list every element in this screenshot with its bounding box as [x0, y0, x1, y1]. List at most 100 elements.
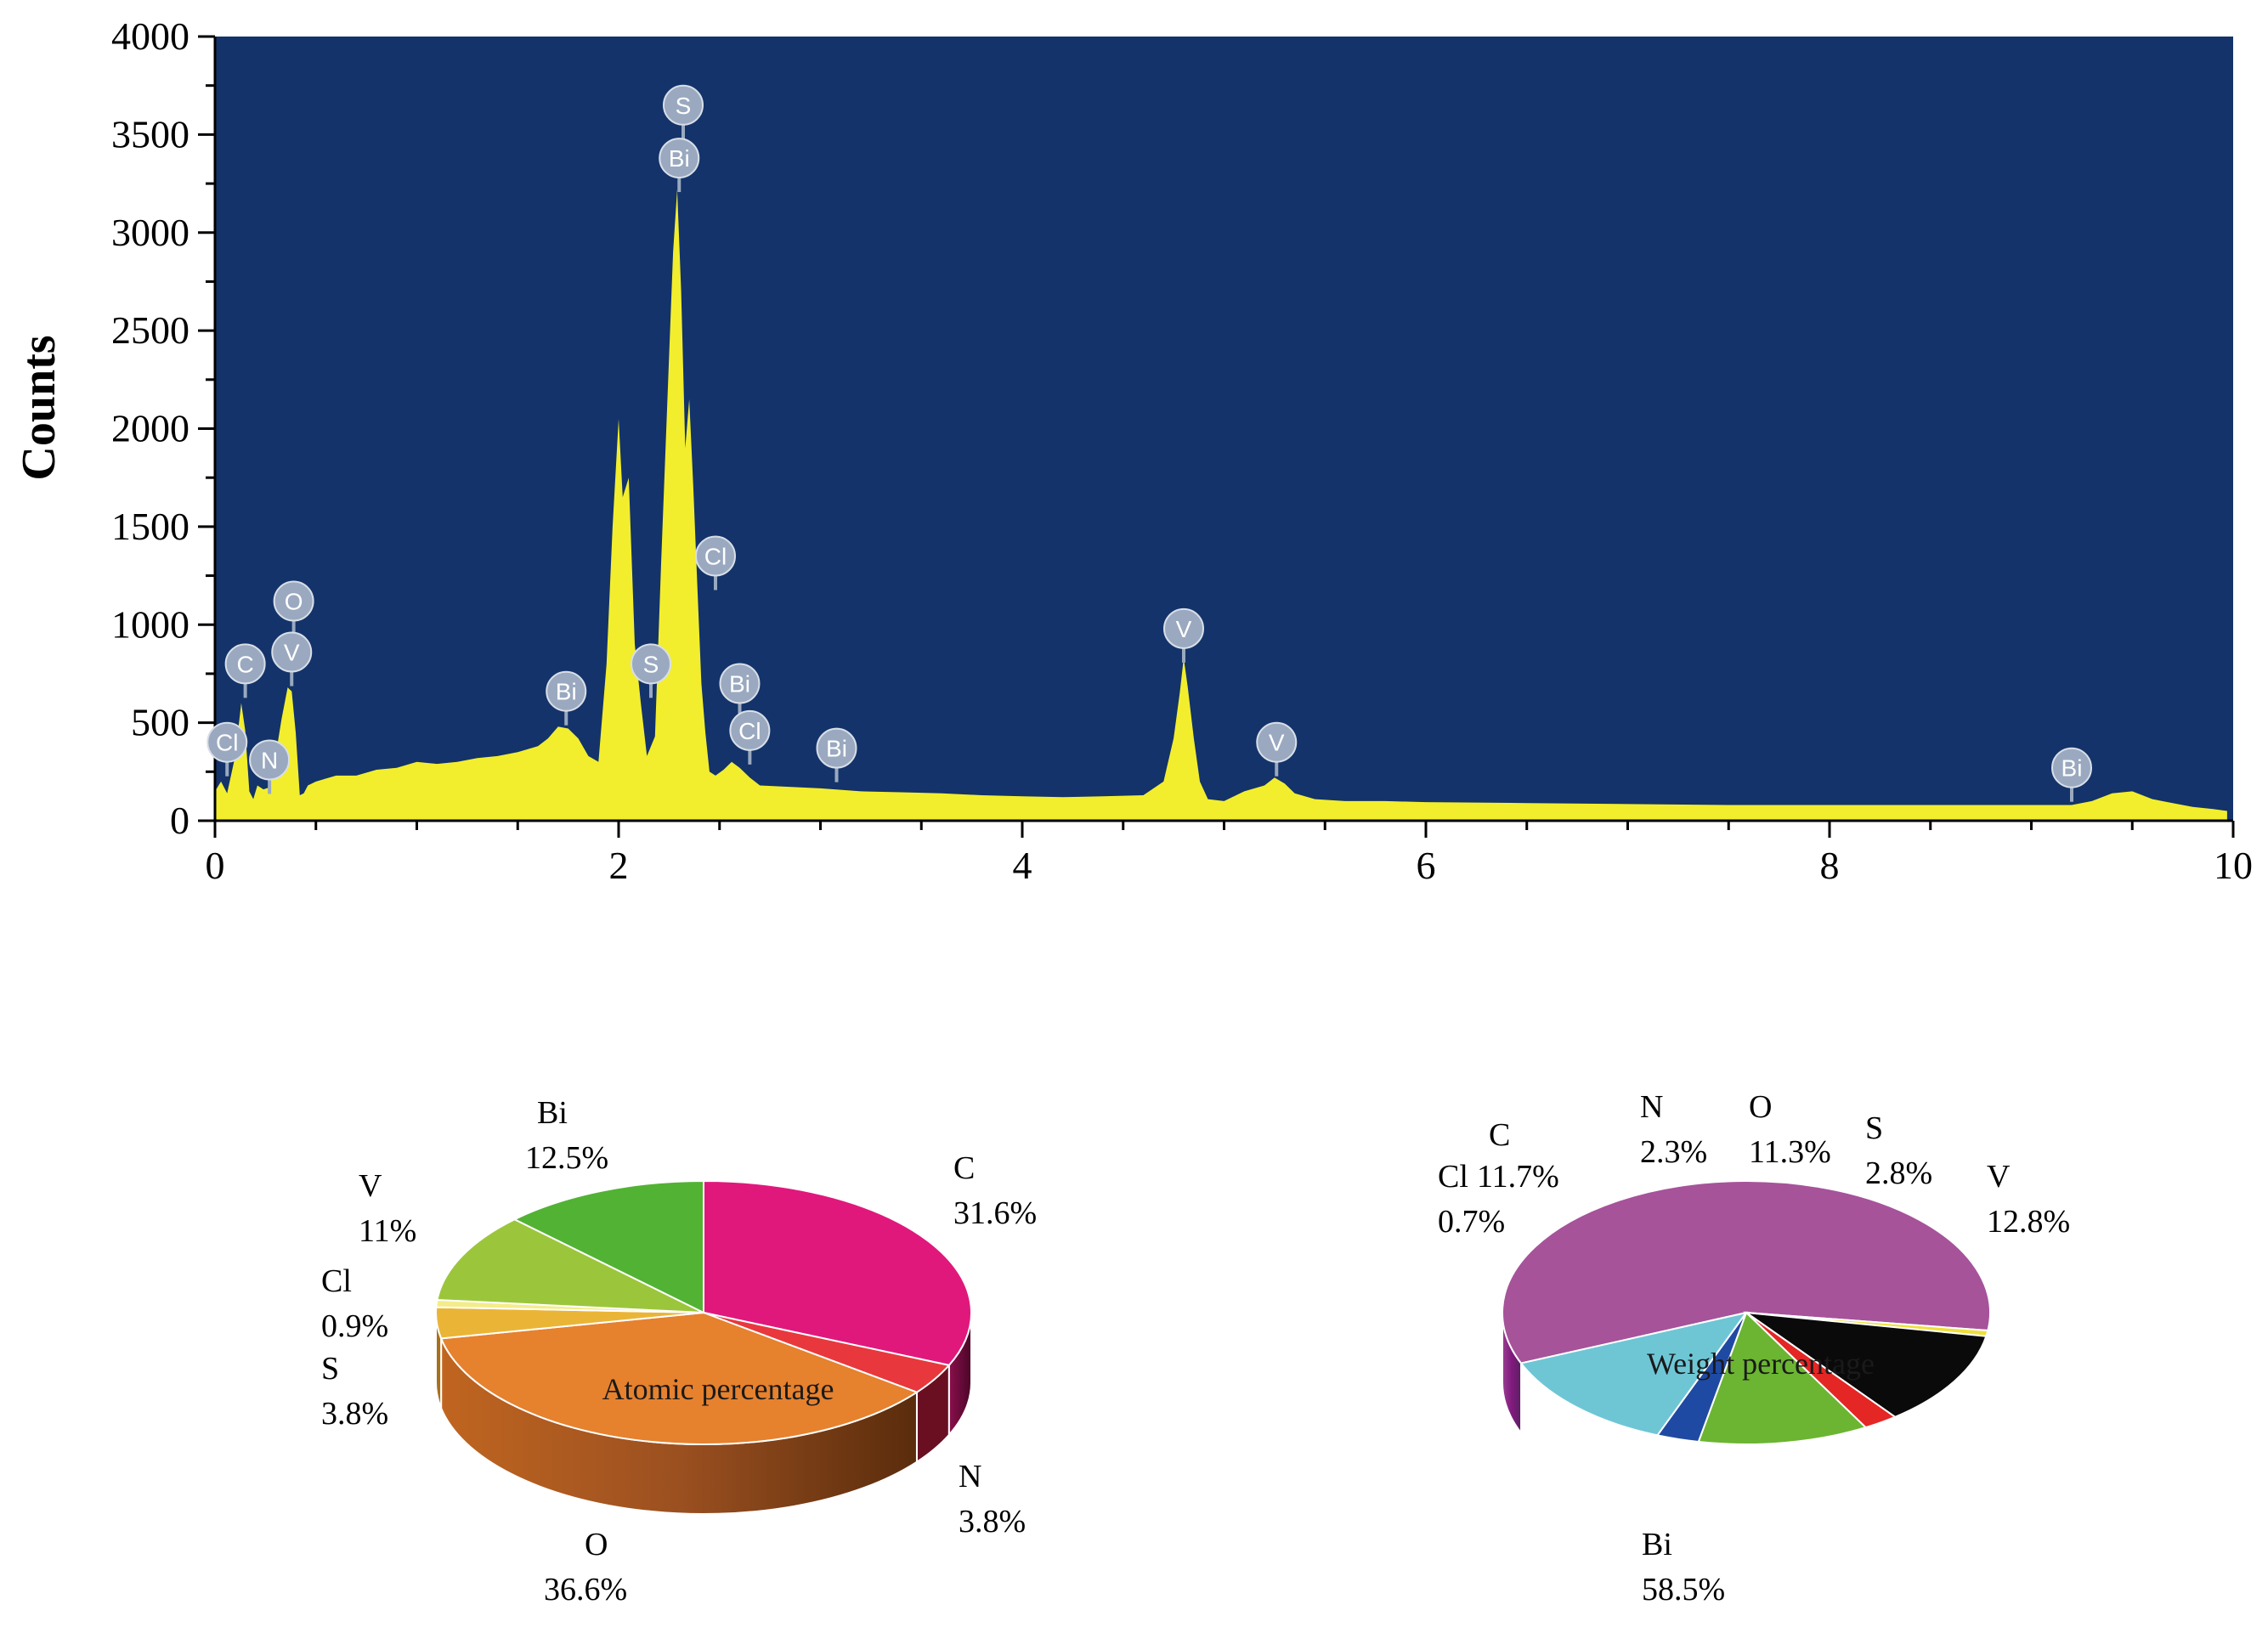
pie-sides [435, 1312, 972, 1515]
peak-label-text: Bi [556, 679, 577, 705]
peak-label-badge [271, 631, 313, 673]
peak-label-badge [659, 138, 700, 179]
peak-label-badge [206, 721, 248, 763]
peak-label-text: Cl [704, 543, 727, 569]
pie-slices [435, 1179, 972, 1445]
pie-value-label: 31.6% [953, 1195, 1037, 1231]
peak-label: Bi [659, 138, 700, 193]
pie-labels: C 31.6% N 3.8% O 36.6% S 3.8% Cl 0.9% V 11% Bi 12.5% [321, 1095, 1037, 1607]
pie-value-label: 11% [359, 1213, 416, 1249]
pie-category-label: V [1987, 1159, 2011, 1195]
eds-spectrum-chart: 0 2 4 6 8 10 0 500 1000 1500 2000 2500 3000 3500 4000… [13, 14, 2253, 887]
y-tick-label: 1000 [111, 602, 189, 646]
weight-percentage-pie: Weight percentage Bi 58.5% Cl 0.7% C 11.7% N 2.3… [1438, 1089, 2070, 1607]
peak-label-text: N [261, 747, 278, 773]
peak-label-text: Bi [2062, 755, 2083, 782]
peak-label-text: Cl [738, 718, 761, 744]
peak-label-badge [2051, 747, 2092, 788]
peak-label-badge [719, 663, 761, 704]
y-axis: 0 500 1000 1500 2000 2500 3000 3500 4000 [111, 14, 217, 842]
peak-label: O [273, 580, 314, 636]
pie-value-label: 12.8% [1987, 1204, 2070, 1240]
peak-label-text: Cl [216, 730, 238, 756]
pie-slice-o [439, 1311, 919, 1445]
pie-slice-o [1697, 1311, 1868, 1445]
peak-label-text: Bi [729, 670, 750, 697]
pie-value-label: 58.5% [1642, 1572, 1725, 1607]
peak-label-badge [224, 643, 266, 685]
pie-category-label: N [959, 1459, 981, 1494]
pie-category-label: Bi [1642, 1527, 1672, 1562]
pie-title: Atomic percentage [602, 1372, 834, 1406]
pie-category-label: Bi [537, 1095, 568, 1131]
pie-value-label: 11.3% [1749, 1134, 1831, 1170]
pie-value-label: 0.7% [1438, 1204, 1505, 1240]
y-axis-label: Counts [13, 335, 65, 480]
pie-slice-bi [512, 1179, 704, 1314]
pie-slices [1502, 1180, 1991, 1445]
pie-slice-c [1743, 1311, 1988, 1418]
x-tick-label: 6 [1417, 844, 1436, 887]
y-tick-label: 2000 [111, 407, 189, 450]
pie-value-label: 12.5% [525, 1140, 608, 1176]
y-tick-label: 3500 [111, 112, 189, 155]
peak-label-badge [663, 84, 704, 126]
peak-label-badge [631, 643, 671, 685]
peak-label-text: C [237, 651, 254, 677]
atomic-percentage-pie: Atomic percentageC31.6%N3.8%O36.6%S3.8%C… [321, 1095, 1037, 1607]
peak-label-text: S [643, 651, 659, 677]
pie-value-label: 36.6% [544, 1572, 627, 1607]
x-tick-label: 8 [1820, 844, 1840, 887]
pie-labels: Bi 58.5% Cl 0.7% C 11.7% N 2.3% O 11.3% S 2.8% V 12.8… [1438, 1089, 2070, 1607]
pie-value-label: 3.8% [959, 1504, 1026, 1539]
pie-category-label: Cl [321, 1263, 352, 1299]
pie-category-label: C [1489, 1117, 1510, 1153]
pie-slice-bi [1502, 1180, 1991, 1364]
peak-label-badge [249, 739, 291, 781]
pie-category-label: O [585, 1527, 608, 1562]
y-tick-label: 1500 [111, 505, 189, 548]
peak-label: V [271, 631, 313, 686]
y-tick-label: 500 [131, 701, 189, 744]
y-tick-label: 4000 [111, 14, 189, 58]
peak-label: Cl [206, 721, 248, 777]
peak-label-text: V [1176, 616, 1192, 642]
x-tick-label: 10 [2214, 844, 2253, 887]
pie-category-label: N [1640, 1089, 1663, 1125]
x-tick-label: 0 [206, 844, 225, 887]
peak-label-badge [1256, 721, 1298, 763]
peak-label: C [224, 643, 266, 698]
peak-label: V [1256, 721, 1298, 777]
peak-label: Bi [2051, 747, 2092, 802]
peak-label-badge [816, 727, 857, 769]
peak-label: V [1163, 607, 1204, 663]
peak-label-text: Bi [669, 145, 690, 172]
peak-label-badge [695, 535, 736, 577]
x-tick-label: 2 [609, 844, 629, 887]
pie-category-label: S [1865, 1110, 1883, 1146]
pie-category-label: O [1749, 1089, 1772, 1125]
peak-label: S [663, 84, 704, 139]
peak-label-text: V [1269, 730, 1285, 756]
pie-value-label: 0.9% [321, 1308, 388, 1344]
pie-slice-c [703, 1179, 972, 1366]
peak-label: Cl [729, 709, 771, 765]
pie-value-label: 3.8% [321, 1396, 388, 1432]
peak-label: Bi [546, 670, 587, 726]
spectrum-series [215, 189, 2227, 821]
peak-label-badge [546, 670, 587, 712]
peak-label: N [249, 739, 291, 794]
peak-label-badge [729, 709, 771, 751]
peak-label-badge [273, 580, 314, 622]
peak-label-badge [1163, 607, 1204, 649]
plot-background [215, 37, 2233, 821]
peak-label-text: V [284, 640, 300, 666]
pie-value-label: 2.8% [1865, 1155, 1932, 1191]
peak-label-text: O [285, 589, 303, 615]
x-axis: 0 2 4 6 8 10 [206, 819, 2253, 887]
pie-category-label: S [321, 1351, 339, 1387]
pie-category-label: Cl [1438, 1159, 1468, 1195]
pie-slice-v [436, 1218, 704, 1313]
